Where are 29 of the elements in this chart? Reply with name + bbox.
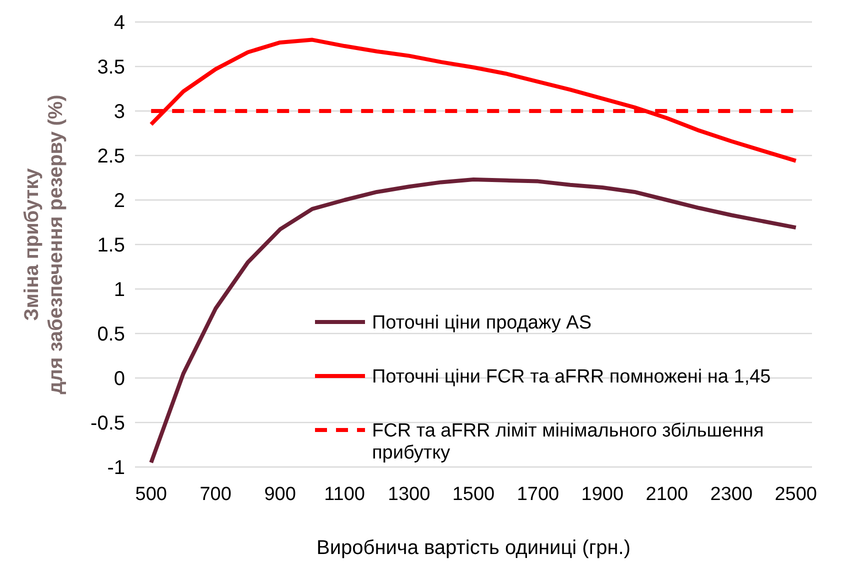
x-axis-title: Виробнича вартість одиниці (грн.) — [316, 537, 631, 559]
x-tick-label: 1100 — [324, 484, 365, 505]
y-tick-label: 0 — [114, 368, 125, 390]
line-series — [149, 178, 798, 465]
y-tick-label: 3 — [114, 101, 125, 123]
y-tick-label: 2.5 — [97, 146, 125, 168]
y-tick-label: 3.5 — [97, 56, 125, 78]
x-tick-label: 700 — [200, 484, 232, 505]
y-tick-label: 2 — [114, 190, 125, 212]
line-series — [149, 38, 798, 163]
legend-label: FCR та aFRR ліміт мінімального збільшення прибутку — [372, 420, 764, 464]
x-tick-label: 1700 — [516, 484, 560, 505]
y-tick-label: 1 — [114, 279, 125, 301]
x-tick-label: 1500 — [452, 484, 495, 505]
legend-label: Поточні ціни FCR та aFRR помножені на 1,45 — [372, 366, 771, 388]
legend-label: Поточні ціни продажу AS — [372, 312, 592, 334]
y-tick-label: 0.5 — [97, 324, 125, 346]
y-tick-label: -0.5 — [90, 412, 125, 434]
x-tick-label: 900 — [264, 484, 296, 505]
x-tick-label: 2300 — [710, 484, 753, 505]
y-axis-title: Зміна прибутку для забезпечення резерву (%) — [21, 94, 67, 394]
x-tick-label: 2100 — [646, 484, 688, 505]
x-tick-label: 1300 — [388, 484, 430, 505]
y-tick-label: 4 — [114, 12, 125, 34]
x-tick-label: 2500 — [774, 484, 818, 505]
y-tick-label: 1.5 — [97, 234, 125, 256]
x-tick-label: 1900 — [581, 484, 624, 505]
y-tick-label: -1 — [107, 457, 125, 479]
x-tick-label: 500 — [135, 484, 167, 505]
